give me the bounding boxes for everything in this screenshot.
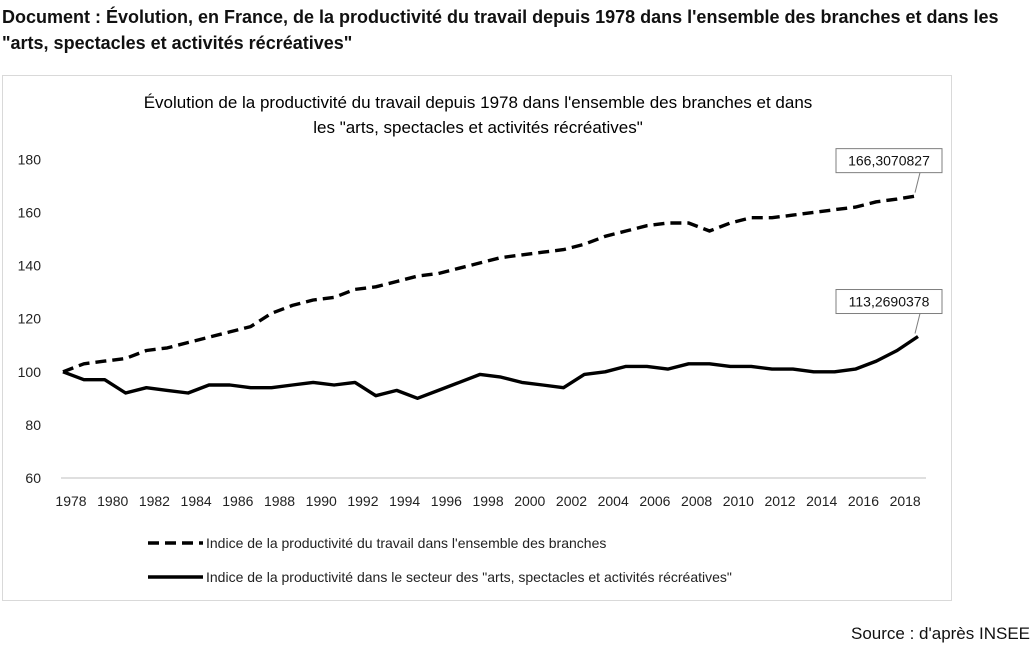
x-tick-label: 1988 (264, 493, 295, 509)
end-value-label: 113,2690378 (849, 294, 930, 310)
x-tick-label: 2010 (723, 493, 754, 509)
x-tick-label: 2012 (764, 493, 795, 509)
x-tick-label: 1982 (139, 493, 170, 509)
x-axis: 1978 1980 1982 1984 1986 1988 1990 1992 1994 1996… (55, 493, 921, 509)
chart-frame: Évolution de la productivité du travail … (2, 75, 952, 601)
x-tick-label: 1998 (472, 493, 503, 509)
end-value-label: 166,3070827 (848, 153, 930, 169)
x-tick-label: 2018 (890, 493, 921, 509)
y-tick-label: 100 (18, 364, 42, 380)
x-tick-label: 1996 (431, 493, 462, 509)
y-axis: 60 80 100 120 140 160 180 (18, 151, 42, 486)
x-tick-label: 2002 (556, 493, 587, 509)
x-tick-label: 1986 (222, 493, 253, 509)
legend-label: Indice de la productivité dans le secteu… (206, 569, 732, 585)
x-tick-label: 2004 (598, 493, 629, 509)
x-tick-label: 1992 (347, 493, 378, 509)
x-tick-label: 1984 (181, 493, 212, 509)
series-line-arts-spectacles (62, 335, 919, 400)
end-labels: 166,3070827 113,2690378 (835, 148, 943, 334)
x-tick-label: 2006 (639, 493, 670, 509)
y-tick-label: 180 (18, 151, 42, 167)
x-tick-label: 1994 (389, 493, 420, 509)
legend: Indice de la productivité du travail dan… (148, 535, 732, 585)
x-tick-label: 2016 (848, 493, 879, 509)
chart-title-line-2: les "arts, spectacles et activités récré… (313, 118, 643, 137)
end-label-box (835, 289, 943, 315)
end-label-box (835, 148, 943, 174)
x-tick-label: 1980 (97, 493, 128, 509)
series-group (62, 193, 919, 400)
end-label-leader (914, 313, 921, 334)
x-tick-label: 2014 (806, 493, 837, 509)
line-chart: Évolution de la productivité du travail … (18, 93, 943, 585)
x-tick-label: 2000 (514, 493, 545, 509)
end-label-leader (914, 172, 921, 193)
y-tick-label: 120 (18, 311, 42, 327)
x-tick-label: 1990 (306, 493, 337, 509)
x-tick-label: 1978 (55, 493, 86, 509)
legend-label: Indice de la productivité du travail dan… (206, 535, 606, 551)
y-tick-label: 140 (18, 258, 42, 274)
y-tick-label: 160 (18, 204, 42, 220)
series-line-all-branches (62, 193, 919, 374)
y-tick-label: 60 (25, 470, 41, 486)
source-note: Source : d'après INSEE (851, 624, 1030, 643)
chart-title-line-1: Évolution de la productivité du travail … (144, 93, 813, 112)
y-tick-label: 80 (25, 417, 41, 433)
document-title: Document : Évolution, en France, de la p… (2, 7, 999, 53)
x-tick-label: 2008 (681, 493, 712, 509)
